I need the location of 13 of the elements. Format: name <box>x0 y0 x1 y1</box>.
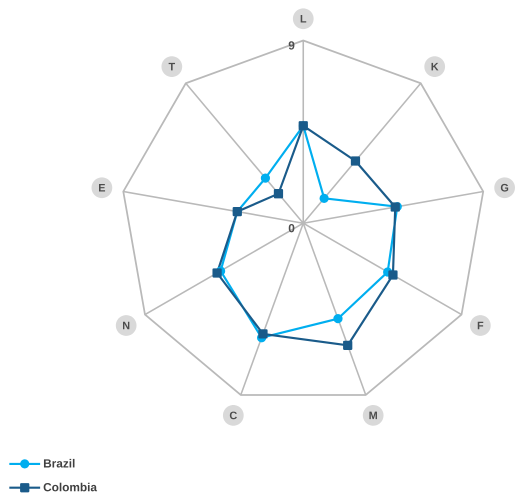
y-tick-label: 0 <box>288 224 294 232</box>
spoke-label: F <box>478 322 484 330</box>
legend-label: Colombia <box>44 482 98 492</box>
spoke-label: E <box>99 184 106 192</box>
spoke-label: M <box>369 412 377 420</box>
spoke-label: K <box>432 62 439 70</box>
y-tick-label: 9 <box>288 41 294 50</box>
spoke-label: G <box>500 184 508 192</box>
legend-label: Brazil <box>44 458 74 468</box>
spoke-label: L <box>300 15 306 23</box>
spoke-label: C <box>230 412 237 420</box>
spoke-label: N <box>122 322 130 330</box>
spoke-label: T <box>168 62 176 70</box>
